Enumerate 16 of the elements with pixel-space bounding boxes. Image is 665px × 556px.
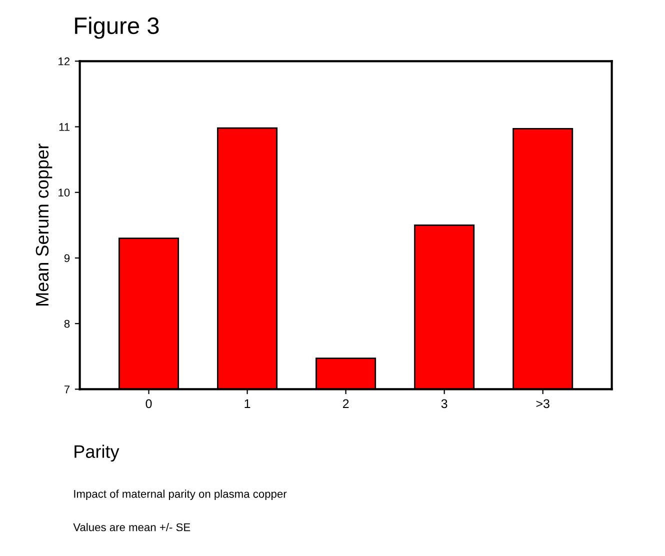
y-tick-label: 9 — [64, 254, 70, 262]
text: Impact of maternal parity on plasma copper — [74, 490, 287, 500]
y-tick-label: 11 — [59, 123, 70, 131]
y-axis-title: Mean Serum copper — [36, 144, 52, 306]
y-tick-label: 8 — [64, 320, 70, 328]
y-tick-label: 10 — [58, 188, 70, 197]
x-tick-label: 1 — [244, 399, 250, 408]
x-tick-label: 3 — [441, 399, 448, 408]
x-axis-title: Parity — [74, 444, 120, 462]
y-tick-label: 12 — [58, 57, 70, 66]
x-tick-label: 2 — [342, 399, 349, 408]
x-tick-label: >3 — [536, 399, 550, 408]
chart-title: Figure 3 — [75, 16, 159, 39]
y-tick-label: 7 — [64, 386, 70, 394]
text: Values are mean +/- SE — [73, 523, 190, 532]
x-tick-label: 0 — [146, 399, 152, 408]
